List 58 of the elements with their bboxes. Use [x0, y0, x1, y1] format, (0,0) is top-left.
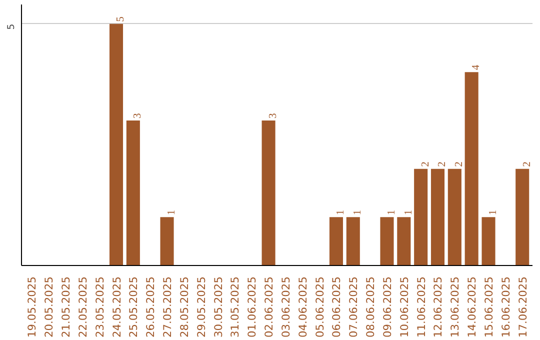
data-label: 3 [268, 113, 280, 118]
data-label: 1 [403, 210, 414, 216]
x-tick-label: 20.05.2025 [42, 276, 56, 338]
bar [346, 217, 360, 266]
x-tick-label: 30.05.2025 [212, 276, 225, 338]
data-label: 2 [454, 162, 466, 167]
bar [448, 168, 462, 266]
x-tick-label: 21.05.2025 [59, 276, 72, 338]
x-tick-label: 09.06.2025 [380, 276, 394, 338]
bar [109, 24, 124, 266]
bar [160, 217, 174, 266]
x-tick-label: 14.06.2025 [466, 276, 479, 338]
x-tick-label: 05.06.2025 [313, 276, 326, 338]
x-tick-label: 31.05.2025 [228, 276, 242, 338]
x-tick-label: 19.05.2025 [26, 276, 39, 338]
x-tick-label: 28.05.2025 [178, 276, 191, 338]
data-label: 2 [522, 162, 533, 167]
bar [482, 217, 496, 266]
data-label: 2 [437, 162, 448, 167]
x-tick-label: 02.06.2025 [262, 276, 276, 338]
bar [126, 120, 140, 266]
x-tick-label: 08.06.2025 [364, 276, 378, 338]
x-tick-label: 24.05.2025 [110, 276, 124, 338]
bar [380, 217, 394, 266]
x-tick-label: 25.05.2025 [127, 276, 140, 338]
bar [414, 168, 428, 266]
data-label: 4 [471, 64, 482, 70]
bar [430, 168, 445, 266]
bar [397, 217, 411, 266]
x-tick-label: 13.06.2025 [448, 276, 462, 338]
x-tick-label: 22.05.2025 [76, 276, 90, 338]
data-label: 2 [420, 162, 432, 167]
data-label: 1 [336, 210, 347, 216]
x-tick-label: 23.05.2025 [93, 276, 106, 338]
x-tick-label: 16.06.2025 [499, 276, 512, 338]
x-tick-label: 06.06.2025 [330, 276, 344, 338]
x-tick-label: 12.06.2025 [432, 276, 445, 338]
x-tick-label: 26.05.2025 [144, 276, 158, 338]
data-label: 5 [116, 16, 127, 22]
x-tick-label: 07.06.2025 [347, 276, 360, 338]
data-label: 1 [352, 210, 364, 216]
x-tick-label: 11.06.2025 [414, 276, 428, 338]
x-tick-label: 10.06.2025 [398, 276, 411, 338]
data-label: 3 [132, 113, 144, 118]
bar [516, 168, 530, 266]
x-tick-label: 03.06.2025 [279, 276, 292, 338]
x-tick-label: 27.05.2025 [161, 276, 174, 338]
x-tick-label: 04.06.2025 [296, 276, 310, 338]
bar [329, 217, 343, 266]
x-tick-label: 29.05.2025 [194, 276, 208, 338]
data-label: 1 [386, 210, 398, 216]
x-tick-label: 17.06.2025 [516, 276, 530, 338]
x-tick-label: 01.06.2025 [246, 276, 259, 338]
bar [262, 120, 276, 266]
bar [464, 72, 478, 266]
data-label: 1 [488, 210, 500, 216]
x-tick-label: 15.06.2025 [482, 276, 496, 338]
data-label: 1 [166, 210, 178, 216]
